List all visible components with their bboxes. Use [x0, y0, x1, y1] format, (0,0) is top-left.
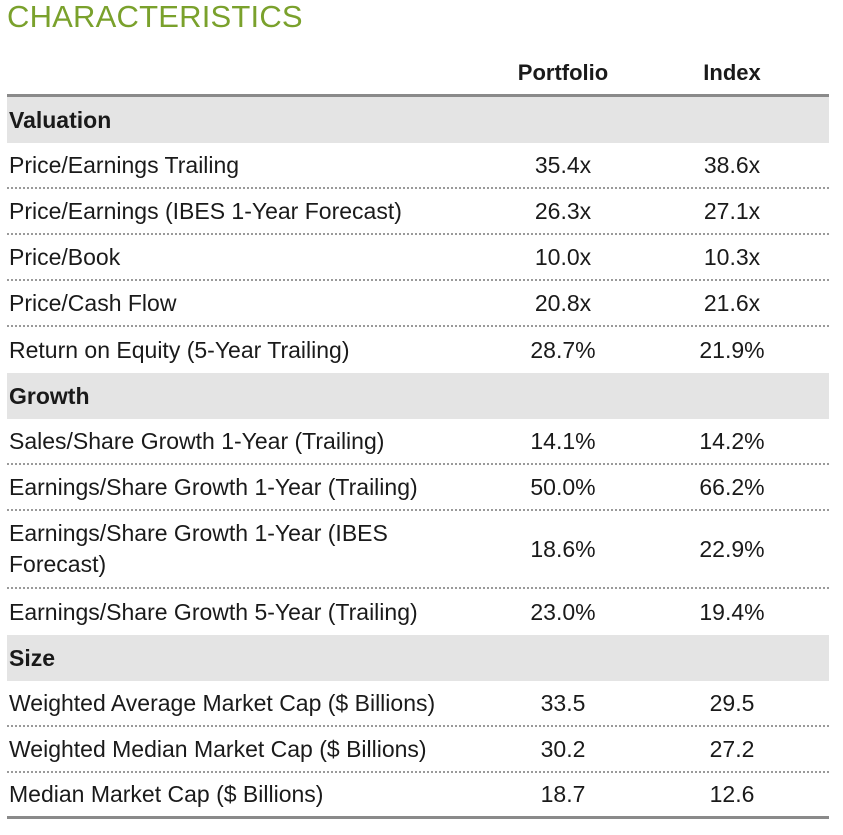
table-header: Portfolio Index [7, 50, 829, 97]
index-value: 10.3x [703, 243, 761, 270]
row-label: Price/Cash Flow [9, 289, 177, 316]
table-row: Price/Earnings Trailing 35.4x 38.6x [7, 143, 829, 189]
index-value: 21.9% [699, 336, 765, 363]
row-label: Earnings/Share Growth 5-Year (Trailing) [9, 598, 418, 625]
row-label: Earnings/Share Growth 1-Year (IBES Forec… [9, 520, 388, 577]
portfolio-value: 23.0% [530, 598, 596, 625]
row-label: Weighted Median Market Cap ($ Billions) [9, 735, 427, 762]
portfolio-value: 33.5 [540, 689, 586, 716]
portfolio-value: 50.0% [530, 473, 596, 500]
row-label: Median Market Cap ($ Billions) [9, 781, 324, 807]
page-title: CHARACTERISTICS [7, 0, 303, 34]
table-row: Return on Equity (5-Year Trailing) 28.7%… [7, 327, 829, 373]
table-row: Earnings/Share Growth 1-Year (IBES Forec… [7, 511, 829, 589]
table-row: Earnings/Share Growth 5-Year (Trailing) … [7, 589, 829, 635]
portfolio-value: 18.7 [540, 781, 586, 807]
table-row: Price/Cash Flow 20.8x 21.6x [7, 281, 829, 327]
portfolio-value: 30.2 [540, 735, 586, 762]
row-label: Price/Earnings Trailing [9, 151, 240, 178]
index-value: 19.4% [699, 598, 765, 625]
portfolio-value: 26.3x [534, 197, 592, 224]
index-value: 12.6 [709, 781, 755, 807]
row-label: Sales/Share Growth 1-Year (Trailing) [9, 427, 385, 454]
portfolio-value: 18.6% [530, 535, 596, 562]
index-value: 22.9% [699, 535, 765, 562]
row-label: Price/Book [9, 243, 121, 270]
index-value: 27.1x [703, 197, 761, 224]
row-label: Earnings/Share Growth 1-Year (Trailing) [9, 473, 418, 500]
portfolio-value: 14.1% [530, 427, 596, 454]
index-value: 27.2 [709, 735, 755, 762]
portfolio-value: 35.4x [534, 151, 592, 178]
portfolio-value: 28.7% [530, 336, 596, 363]
table-row: Weighted Average Market Cap ($ Billions)… [7, 681, 829, 727]
table-row: Earnings/Share Growth 1-Year (Trailing) … [7, 465, 829, 511]
section-header-size: Size [7, 635, 829, 681]
column-header-index: Index [703, 60, 761, 85]
table-row: Weighted Median Market Cap ($ Billions) … [7, 727, 829, 773]
table-row: Sales/Share Growth 1-Year (Trailing) 14.… [7, 419, 829, 465]
row-label: Weighted Average Market Cap ($ Billions) [9, 689, 436, 716]
row-label: Price/Earnings (IBES 1-Year Forecast) [9, 197, 402, 224]
table-row: Median Market Cap ($ Billions) 18.7 12.6 [7, 773, 829, 819]
table-row: Price/Book 10.0x 10.3x [7, 235, 829, 281]
characteristics-table: Portfolio Index Valuation Price/Earnings… [7, 50, 829, 819]
portfolio-value: 20.8x [534, 289, 592, 316]
row-label: Return on Equity (5-Year Trailing) [9, 336, 350, 363]
portfolio-value: 10.0x [534, 243, 592, 270]
index-value: 38.6x [703, 151, 761, 178]
index-value: 21.6x [703, 289, 761, 316]
column-header-portfolio: Portfolio [517, 60, 609, 85]
index-value: 66.2% [699, 473, 765, 500]
index-value: 29.5 [709, 689, 755, 716]
section-header-growth: Growth [7, 373, 829, 419]
index-value: 14.2% [699, 427, 765, 454]
table-row: Price/Earnings (IBES 1-Year Forecast) 26… [7, 189, 829, 235]
section-header-valuation: Valuation [7, 97, 829, 143]
